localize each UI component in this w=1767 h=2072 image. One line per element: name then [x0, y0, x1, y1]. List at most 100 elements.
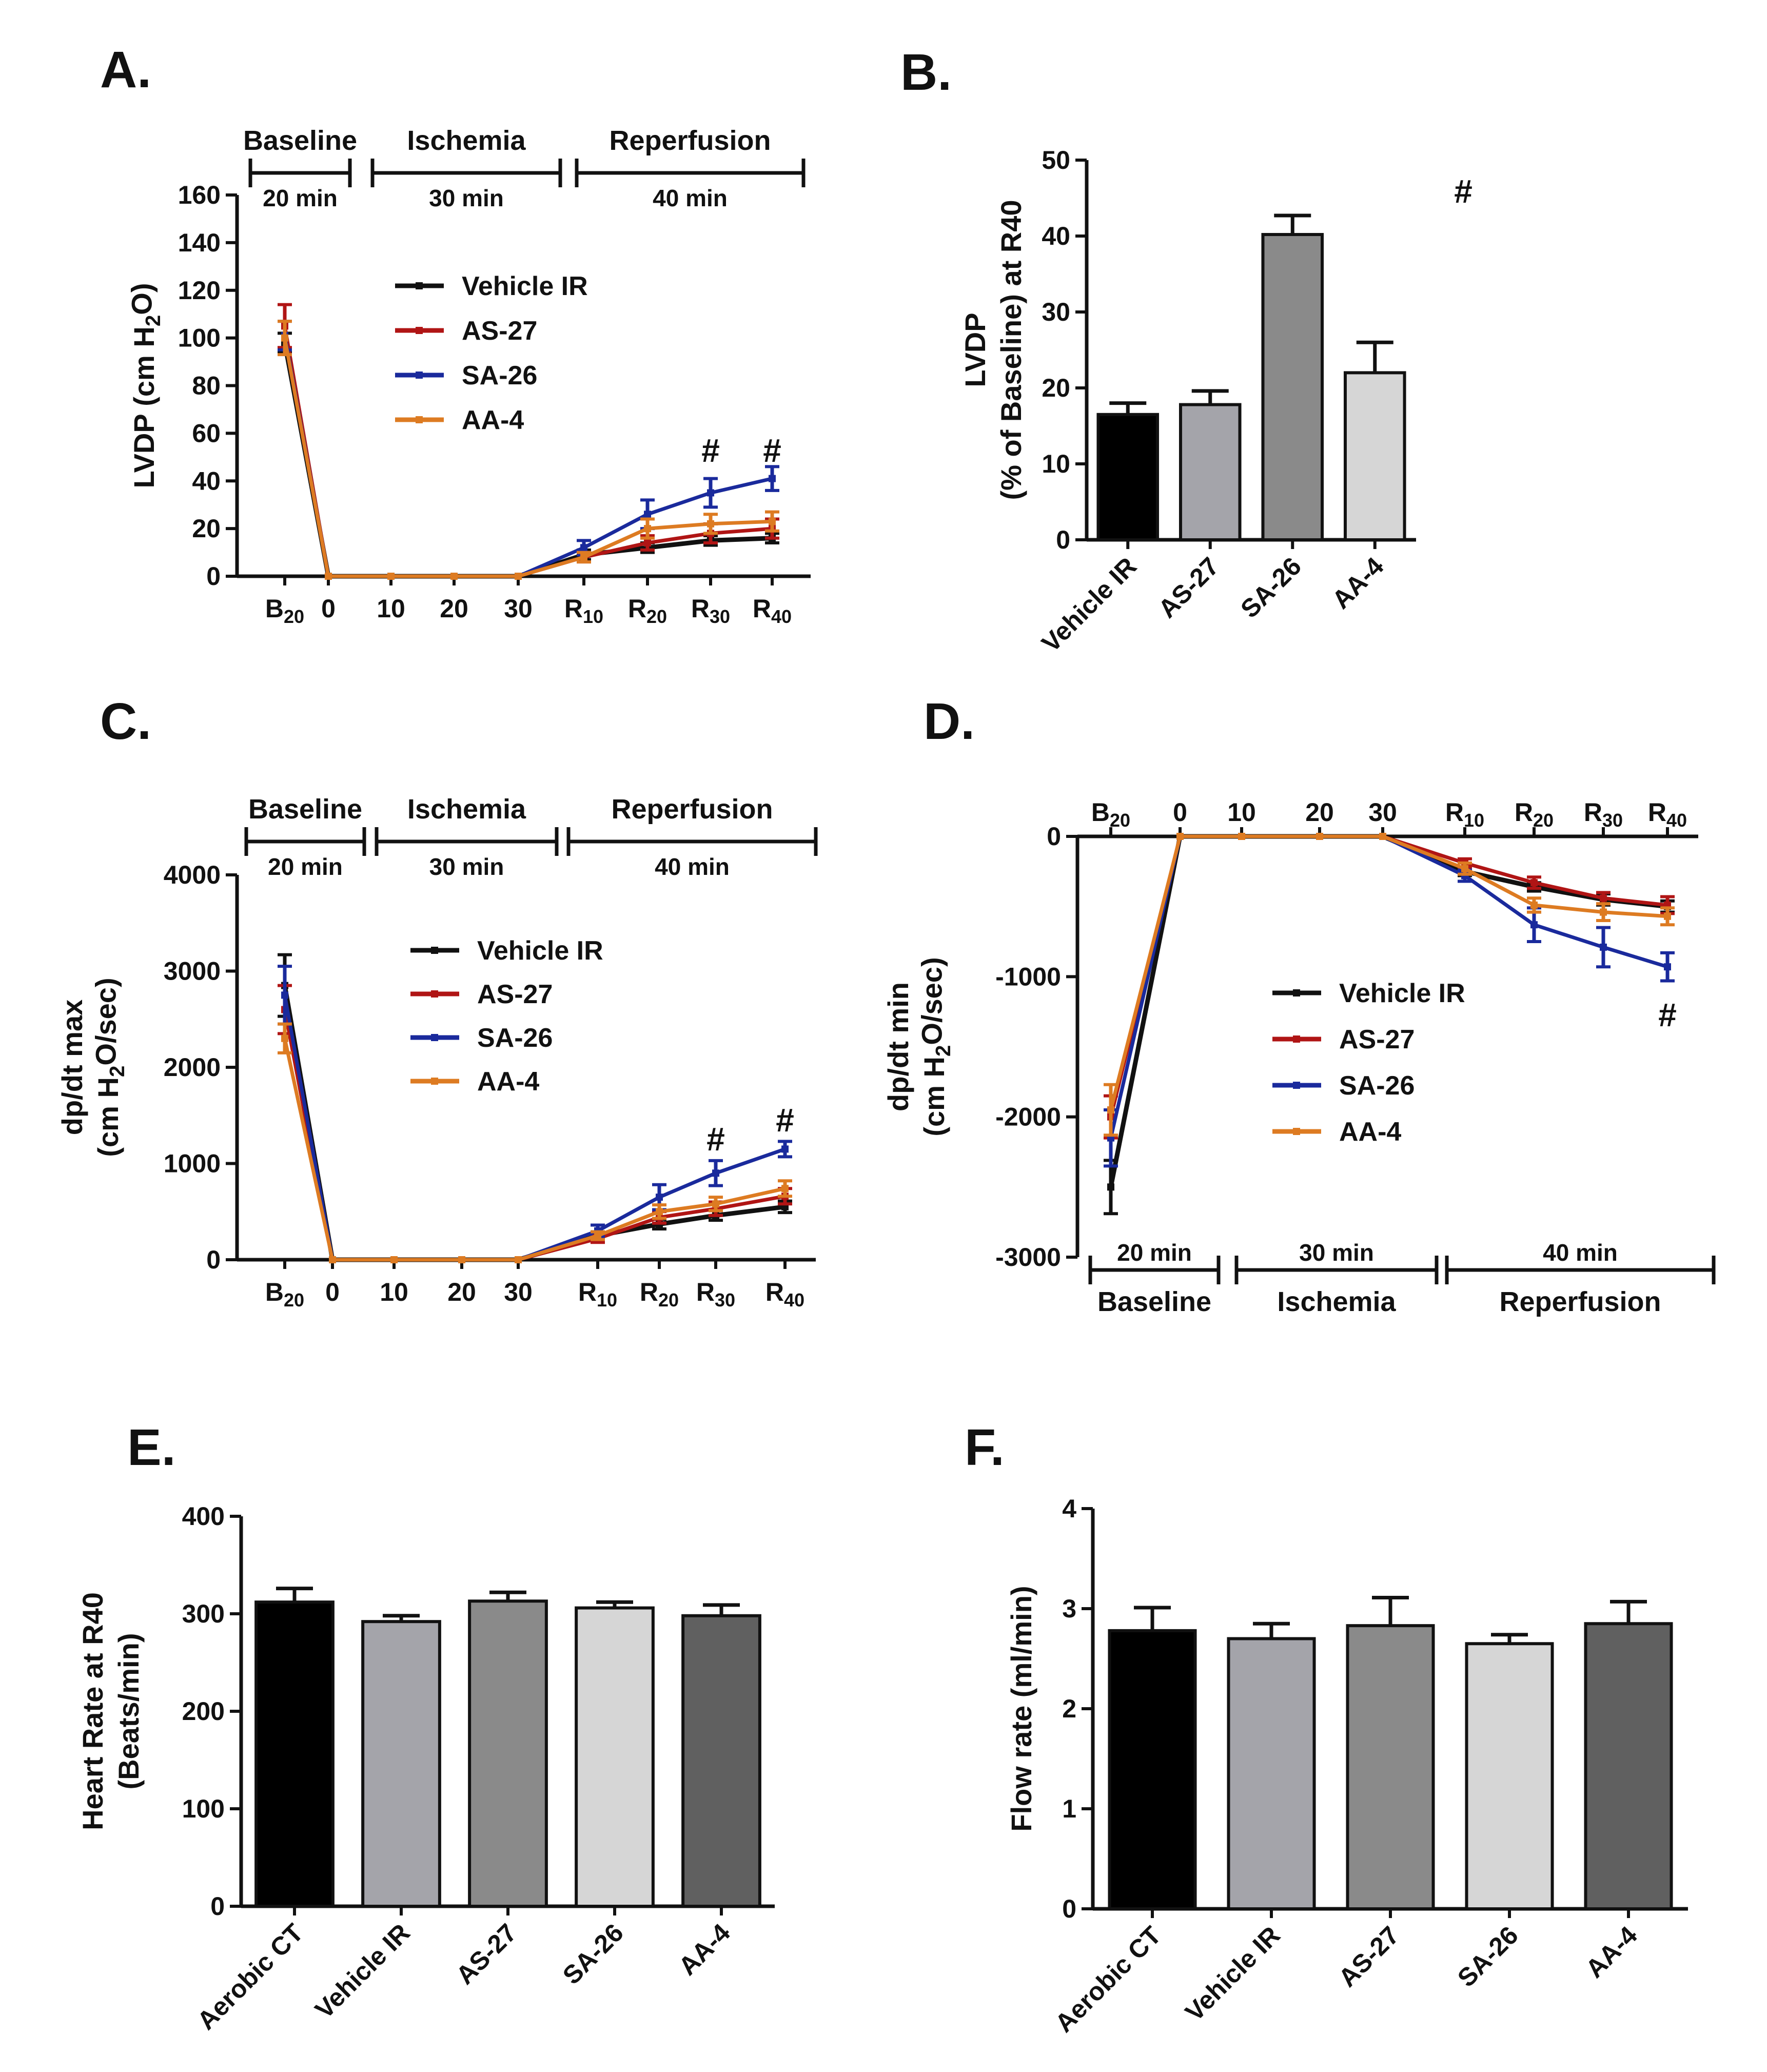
x-tick-label: SA-26 — [1452, 1921, 1524, 1992]
data-point-aa-4 — [329, 1256, 336, 1263]
x-tick-label: R20 — [628, 594, 667, 627]
panel-label: B. — [900, 44, 952, 101]
data-point-sa-26 — [281, 991, 288, 999]
x-tick-label: 20 — [440, 594, 468, 623]
phase-label: Reperfusion — [609, 125, 771, 156]
y-tick-label: 400 — [182, 1502, 225, 1531]
phase-label: Reperfusion — [1499, 1286, 1661, 1317]
data-point-aa-4 — [1238, 833, 1245, 840]
x-tick-label: R20 — [1515, 798, 1554, 831]
phase-duration: 30 min — [429, 853, 504, 880]
y-axis-subtitle: (Beats/min) — [112, 1633, 145, 1790]
bar-as-27 — [1179, 403, 1242, 541]
panel-label: E. — [127, 1419, 175, 1476]
y-tick-label: -3000 — [995, 1243, 1061, 1272]
data-point-aa-4 — [656, 1208, 663, 1216]
y-tick-label: 1000 — [164, 1149, 221, 1178]
x-tick-label: R30 — [1584, 798, 1623, 831]
y-axis-subtitle: (cm H2O/sec) — [915, 957, 955, 1136]
legend-label-aa-4: AA-4 — [1339, 1117, 1401, 1147]
phase-duration: 40 min — [653, 185, 728, 211]
data-point-aa-4 — [707, 520, 714, 527]
legend-marker — [1293, 1128, 1300, 1135]
x-tick-label: Aerobic CT — [192, 1918, 309, 2035]
legend-marker — [416, 372, 423, 379]
data-point-as-27 — [1530, 879, 1538, 887]
y-tick-label: 200 — [182, 1697, 225, 1726]
y-axis-title: LVDP (cm H2O) — [125, 283, 165, 488]
y-tick-label: 1 — [1062, 1794, 1076, 1823]
data-point-aa-4 — [458, 1256, 465, 1263]
y-tick-label: 0 — [1056, 525, 1070, 554]
y-tick-label: 160 — [178, 181, 221, 209]
x-tick-label: 0 — [325, 1278, 340, 1306]
phase-duration: 30 min — [429, 185, 504, 211]
x-tick-label: AA-4 — [1326, 552, 1389, 614]
data-point-sa-26 — [769, 475, 776, 482]
x-tick-label: 10 — [1227, 798, 1256, 827]
y-tick-label: 0 — [206, 1245, 221, 1274]
legend-marker — [416, 282, 423, 289]
y-tick-label: 4000 — [164, 861, 221, 889]
x-tick-label: AS-27 — [1333, 1921, 1405, 1992]
y-tick-label: 0 — [1047, 822, 1061, 851]
chart-a: 0 20 40 60 80 100 120 140 160 B20 0 10 20 30 R10 R20 R30… — [100, 41, 811, 627]
x-tick-label: B20 — [1091, 798, 1130, 831]
legend-marker — [416, 416, 423, 423]
x-tick-label: 0 — [1173, 798, 1187, 827]
x-tick-label: 10 — [380, 1278, 408, 1306]
y-axis-title: LVDP — [959, 312, 991, 387]
y-tick-label: 20 — [1042, 374, 1070, 402]
legend-marker — [431, 1034, 438, 1041]
data-point-as-27 — [644, 539, 651, 546]
legend-marker — [431, 947, 438, 954]
x-tick-label: R40 — [753, 594, 792, 627]
phase-label: Reperfusion — [611, 794, 773, 825]
phase-duration: 40 min — [655, 853, 730, 880]
chart-e: 0 100 200 300 400 Aerobic CT Vehicle IR AS-27 SA… — [76, 1419, 775, 2035]
y-tick-label: 4 — [1062, 1494, 1076, 1523]
data-point-aa-4 — [1107, 1106, 1114, 1113]
phase-label: Ischemia — [407, 794, 526, 825]
phase-duration: 20 min — [268, 853, 343, 880]
bar-as-27 — [1346, 1624, 1435, 1910]
y-tick-label: 2000 — [164, 1053, 221, 1082]
y-tick-label: 50 — [1042, 146, 1070, 174]
y-tick-label: 100 — [178, 324, 221, 353]
y-tick-label: 0 — [206, 562, 221, 591]
legend-label-vehicle-ir: Vehicle IR — [477, 936, 603, 966]
y-axis-title: dp/dt min — [882, 982, 914, 1111]
data-point-sa-26 — [580, 544, 587, 552]
data-point-as-27 — [1600, 894, 1607, 902]
x-tick-label: 20 — [447, 1278, 476, 1306]
data-point-sa-26 — [781, 1145, 789, 1153]
data-point-aa-4 — [1600, 908, 1607, 916]
data-point-aa-4 — [1176, 833, 1184, 840]
legend-label-as-27: AS-27 — [477, 980, 553, 1009]
x-tick-label: 20 — [1305, 798, 1334, 827]
x-tick-label: 10 — [377, 594, 405, 623]
legend-label-vehicle-ir: Vehicle IR — [462, 271, 588, 301]
y-tick-label: 20 — [192, 514, 221, 543]
y-tick-label: 30 — [1042, 298, 1070, 326]
significance-mark: # — [1658, 996, 1677, 1033]
x-tick-label: Aerobic CT — [1050, 1921, 1167, 2038]
significance-mark: # — [776, 1102, 794, 1139]
chart-c: 0 1000 2000 3000 4000 B20 0 10 20 30 R10 R20 R30 R40 V… — [56, 693, 818, 1311]
x-tick-label: Vehicle IR — [1036, 552, 1142, 658]
legend-label-aa-4: AA-4 — [462, 405, 524, 435]
legend-label-as-27: AS-27 — [462, 316, 537, 346]
x-tick-label: R30 — [691, 594, 730, 627]
data-point-aa-4 — [1461, 865, 1468, 872]
data-point-sa-26 — [656, 1194, 663, 1201]
bar-as-27 — [468, 1599, 548, 1908]
x-tick-label: B20 — [265, 1278, 304, 1311]
legend-label-as-27: AS-27 — [1339, 1025, 1415, 1054]
y-tick-label: 120 — [178, 276, 221, 305]
bar-vehicle-ir — [1227, 1637, 1316, 1910]
data-point-aa-4 — [580, 553, 587, 561]
y-tick-label: 3 — [1062, 1594, 1076, 1623]
y-axis-subtitle: (% of Baseline) at R40 — [995, 200, 1027, 500]
bar-sa-26 — [1465, 1642, 1554, 1910]
